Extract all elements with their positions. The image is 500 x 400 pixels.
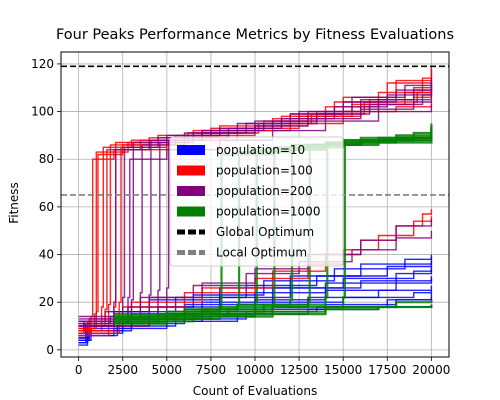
y-axis-label: Fitness xyxy=(7,182,21,224)
x-tick-label: 2500 xyxy=(107,363,138,377)
legend: population=10 population=100 population=20… xyxy=(169,136,344,267)
x-tick-label: 5000 xyxy=(152,363,183,377)
series-run-line xyxy=(78,92,433,322)
x-axis-label: Count of Evaluations xyxy=(193,384,317,398)
legend-item: population=100 xyxy=(177,164,313,178)
series-run-line xyxy=(78,266,433,341)
series-run-line xyxy=(78,80,433,322)
legend-label: population=100 xyxy=(216,164,313,178)
y-tick-label: 80 xyxy=(39,152,54,166)
x-tick-label: 12500 xyxy=(280,363,318,377)
series-run-line xyxy=(78,230,433,322)
legend-item: Global Optimum xyxy=(177,225,314,239)
series-run-line xyxy=(113,123,433,320)
x-tick-label: 17500 xyxy=(368,363,406,377)
legend-label: Local Optimum xyxy=(216,246,307,260)
legend-box xyxy=(169,136,344,267)
y-tick-label: 60 xyxy=(39,200,54,214)
legend-swatch xyxy=(177,206,205,217)
x-tick-label: 20000 xyxy=(412,363,450,377)
legend-swatch xyxy=(177,145,205,155)
series-run-line xyxy=(78,99,433,327)
y-tick-label: 0 xyxy=(46,343,54,357)
series-run-line xyxy=(113,299,433,323)
legend-item: Local Optimum xyxy=(177,246,307,260)
y-tick-label: 120 xyxy=(31,57,54,71)
series-run-line xyxy=(78,83,433,320)
y-axis-ticks: 0 20 40 60 80 100 120 xyxy=(31,57,61,357)
series-run-line xyxy=(113,128,433,318)
legend-swatch xyxy=(177,186,205,196)
legend-label: population=200 xyxy=(216,184,313,198)
series-population-200 xyxy=(78,78,433,327)
series-run-line xyxy=(78,87,433,325)
x-tick-label: 15000 xyxy=(324,363,362,377)
legend-label: population=10 xyxy=(216,143,305,157)
legend-item: population=10 xyxy=(177,143,305,157)
x-tick-label: 0 xyxy=(75,363,83,377)
x-tick-label: 10000 xyxy=(236,363,274,377)
legend-item: population=200 xyxy=(177,184,313,198)
legend-swatch xyxy=(177,165,205,176)
y-tick-label: 20 xyxy=(39,295,54,309)
x-axis-ticks: 0 2500 5000 7500 10000 12500 15000 17500 20000 xyxy=(75,357,450,377)
x-tick-label: 7500 xyxy=(196,363,227,377)
chart-title: Four Peaks Performance Metrics by Fitnes… xyxy=(56,27,454,43)
legend-label: Global Optimum xyxy=(216,225,314,239)
series-run-line xyxy=(78,85,433,318)
y-tick-label: 100 xyxy=(31,105,54,119)
legend-label: population=1000 xyxy=(216,205,320,219)
y-tick-label: 40 xyxy=(39,248,54,262)
series-run-line xyxy=(78,78,433,327)
legend-item: population=1000 xyxy=(177,205,320,219)
